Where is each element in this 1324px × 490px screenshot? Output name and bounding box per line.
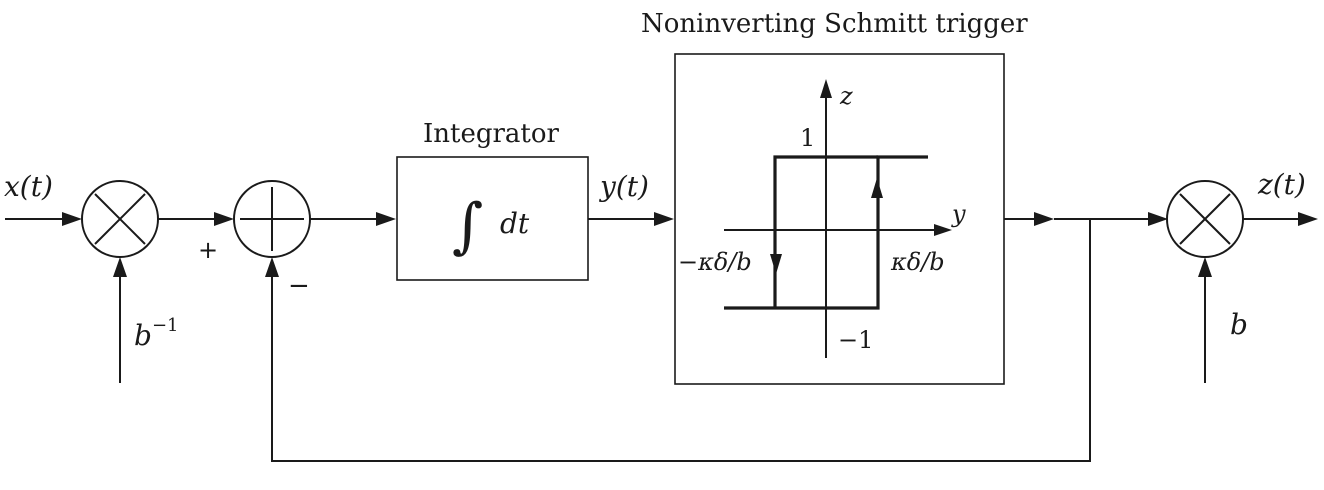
rising-arrowhead (871, 178, 883, 198)
feedback-arrowhead (265, 257, 279, 277)
input-multiplier (81, 180, 159, 258)
summer-plus-sign: + (198, 236, 218, 264)
feedback-wire (271, 219, 1091, 462)
summer-input-arrowhead (214, 212, 234, 226)
falling-arrowhead (770, 254, 782, 274)
schmitt-input-arrowhead (654, 212, 674, 226)
summing-junction (233, 180, 311, 258)
y-axis-label: y (951, 200, 966, 228)
integral-sign: ∫ (452, 191, 483, 261)
input-gain-label: b−1 (134, 315, 178, 352)
z-axis-label: z (839, 82, 853, 110)
lower-level-label: −1 (838, 326, 873, 354)
integrator-block (396, 156, 589, 281)
z-axis-arrowhead (820, 79, 832, 98)
integrator-dt-label: dt (500, 207, 530, 240)
input-arrowhead (62, 212, 82, 226)
multiplier-cross-icon (94, 193, 146, 245)
integrator-title: Integrator (423, 119, 560, 149)
integrator-input-arrowhead (376, 212, 396, 226)
hysteresis-lower-branch (724, 155, 928, 310)
output-multiplier-arrowhead (1148, 212, 1168, 226)
integrator-output-label: y(t) (598, 170, 649, 203)
schmitt-trigger-title: Noninverting Schmitt trigger (641, 9, 1028, 39)
multiplier-cross-icon (1179, 193, 1231, 245)
y-axis-arrowhead (934, 224, 952, 236)
summer-minus-sign: − (288, 271, 310, 301)
right-threshold-label: κδ/b (890, 248, 945, 276)
output-arrowhead (1298, 212, 1318, 226)
output-gain-label: b (1230, 308, 1248, 341)
schmitt-output-arrowhead (1034, 212, 1054, 226)
input-gain-arrowhead (113, 257, 127, 277)
left-threshold-label: −κδ/b (678, 248, 752, 276)
output-gain-arrowhead (1198, 257, 1212, 277)
output-multiplier (1166, 180, 1244, 258)
input-signal-label: x(t) (4, 170, 53, 203)
output-signal-label: z(t) (1257, 168, 1306, 201)
hysteresis-plot: z y 1 −1 −κδ/b κδ/b (678, 79, 966, 358)
upper-level-label: 1 (800, 124, 815, 152)
